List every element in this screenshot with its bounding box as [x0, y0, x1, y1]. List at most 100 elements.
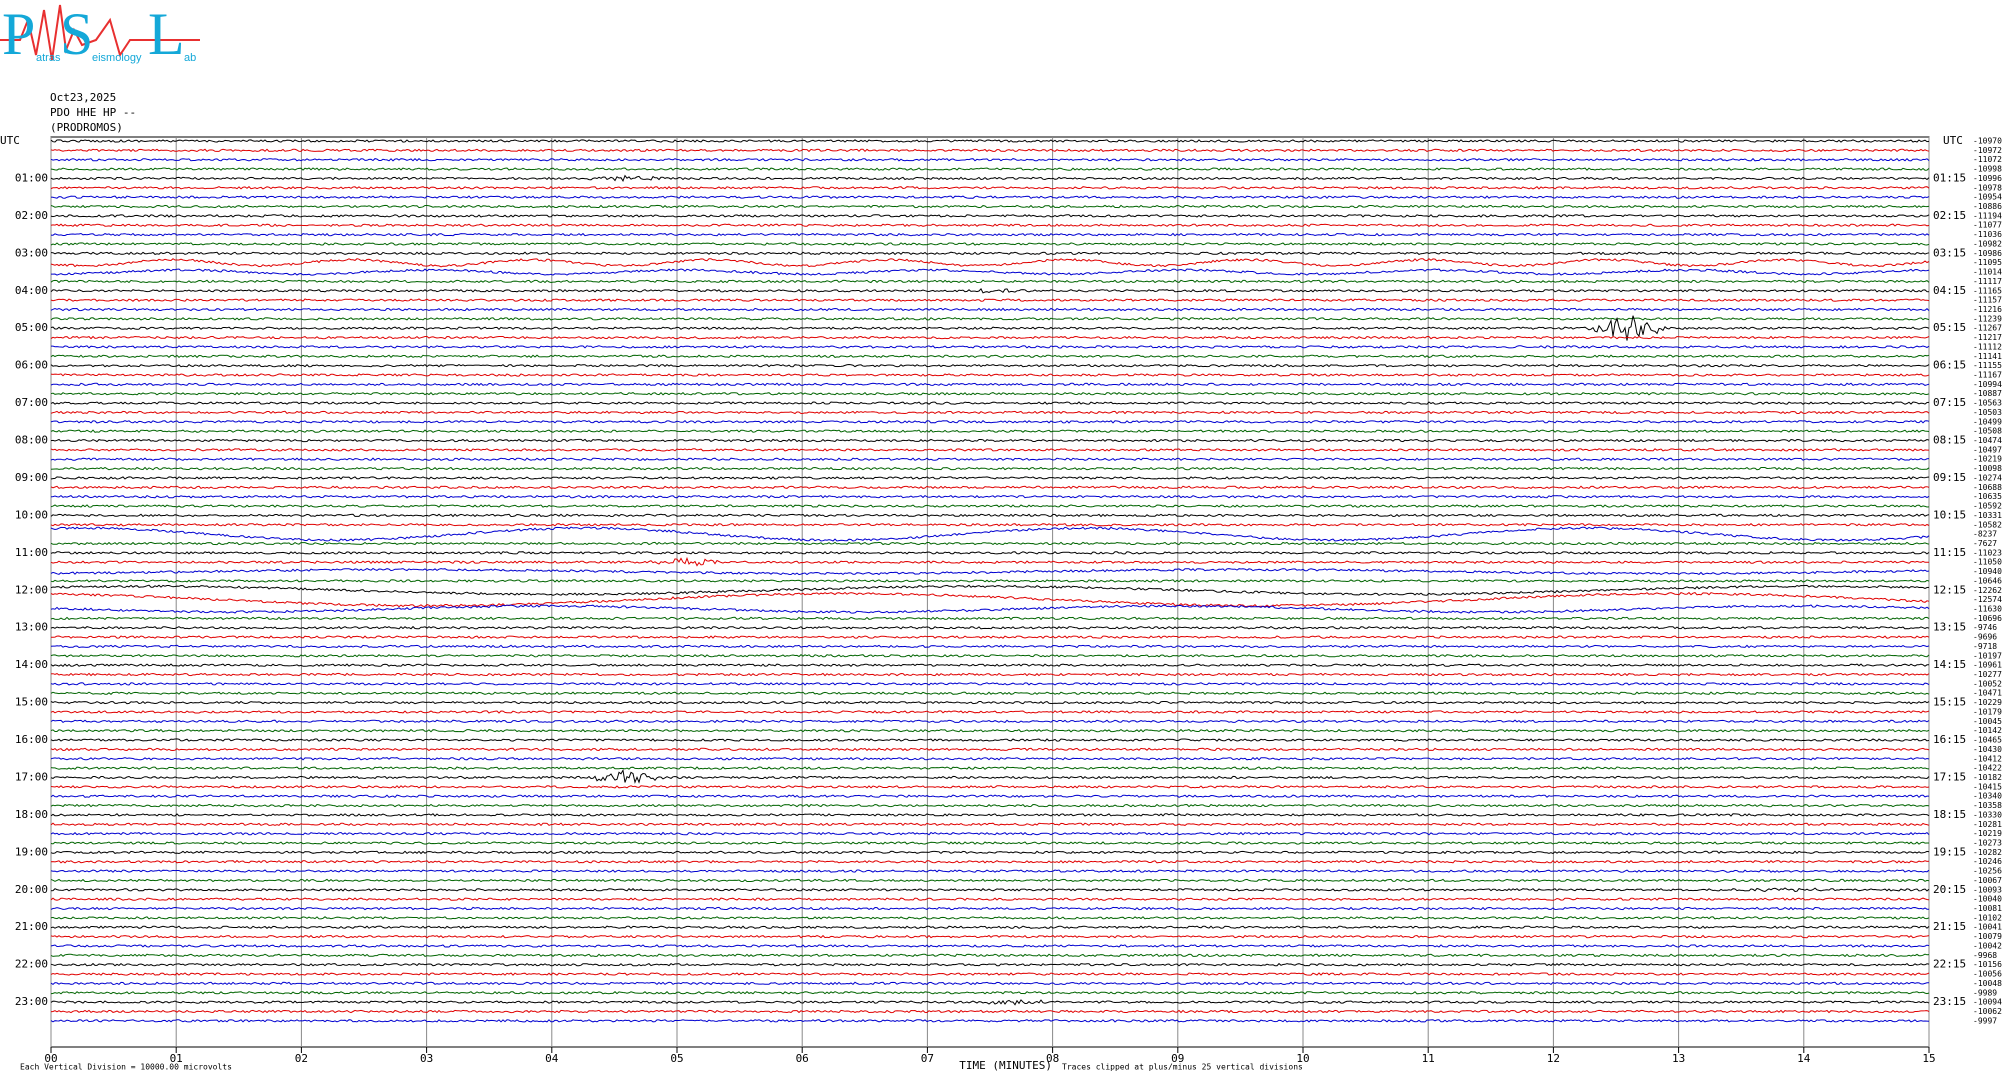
trace-offset: -11050: [1973, 558, 2002, 567]
trace-offset: -9989: [1973, 988, 1997, 997]
trace: [50, 391, 1930, 396]
trace-offset: -10182: [1973, 773, 2002, 782]
trace: [50, 354, 1930, 359]
x-tick-label: 09: [1171, 1052, 1184, 1065]
hour-label-right: 21:15: [1933, 920, 1966, 933]
x-tick-label: 11: [1422, 1052, 1435, 1065]
trace: [50, 887, 1930, 893]
trace: [50, 719, 1930, 724]
trace-offset: -10256: [1973, 867, 2002, 876]
trace-offset: -10246: [1973, 857, 2002, 866]
hour-label-right: 07:15: [1933, 396, 1966, 409]
trace-offset: -11167: [1973, 371, 2002, 380]
trace-offset: -10081: [1973, 904, 2002, 913]
x-tick-label: 10: [1296, 1052, 1309, 1065]
trace: [50, 279, 1930, 284]
trace: [50, 363, 1930, 368]
trace-offset: -10972: [1973, 146, 2002, 155]
logo-letter: S: [60, 1, 93, 67]
x-tick-label: 08: [1046, 1052, 1059, 1065]
trace-offset: -10986: [1973, 249, 2002, 258]
trace-offset: -10430: [1973, 745, 2002, 754]
trace: [50, 556, 1930, 567]
hour-label-right: 08:15: [1933, 434, 1966, 447]
trace-offset: -11267: [1973, 324, 2002, 333]
trace: [50, 654, 1930, 658]
x-tick-label: 14: [1797, 1052, 1811, 1065]
hour-label-right: 15:15: [1933, 696, 1966, 709]
logo-text: ab: [184, 52, 196, 64]
logo-text: atras: [36, 52, 61, 64]
trace-offset: -11117: [1973, 277, 2002, 286]
x-tick-label: 03: [420, 1052, 433, 1065]
date: Oct23,2025: [50, 91, 116, 104]
trace-offset: -10978: [1973, 183, 2002, 192]
trace-offset: -10474: [1973, 436, 2002, 445]
trace-offset: -10499: [1973, 417, 2002, 426]
trace: [50, 466, 1930, 471]
trace: [50, 768, 1930, 784]
trace-offset: -10635: [1973, 492, 2002, 501]
logo: P atras S eismology L ab: [0, 1, 200, 67]
trace: [50, 831, 1930, 836]
trace-offset: -11216: [1973, 305, 2002, 314]
trace: [50, 953, 1930, 958]
trace-offset: -11077: [1973, 221, 2002, 230]
trace: [50, 523, 1930, 527]
trace-offset: -7627: [1973, 539, 1997, 548]
trace: [50, 494, 1930, 499]
hour-label: 21:00: [15, 920, 48, 933]
trace-offset: -11217: [1973, 333, 2002, 342]
trace: [50, 410, 1930, 415]
trace-offset: -10048: [1973, 979, 2002, 988]
logo-wave: [0, 4, 200, 61]
trace-offset: -10281: [1973, 820, 2002, 829]
trace-offset: -11630: [1973, 605, 2002, 614]
channel: PDO HHE HP --: [50, 106, 136, 119]
trace-offset: -10563: [1973, 399, 2002, 408]
trace-offset: -10358: [1973, 801, 2002, 810]
trace-offset: -9696: [1973, 633, 1997, 642]
trace: [50, 672, 1930, 677]
trace: [50, 785, 1930, 789]
x-tick-label: 13: [1672, 1052, 1685, 1065]
x-tick-label: 01: [170, 1052, 183, 1065]
trace: [50, 157, 1930, 162]
trace-offset: -10142: [1973, 726, 2002, 735]
trace-offset: -11165: [1973, 286, 2002, 295]
trace: [50, 541, 1930, 546]
trace-offset: -9997: [1973, 1016, 1997, 1025]
trace-offset: -10045: [1973, 717, 2002, 726]
hour-label-right: 19:15: [1933, 845, 1966, 858]
trace-offset: -11023: [1973, 548, 2002, 557]
hour-label: 12:00: [15, 583, 48, 596]
trace-offset: -10886: [1973, 202, 2002, 211]
trace-offset: -12262: [1973, 586, 2002, 595]
trace-offset: -10940: [1973, 567, 2002, 576]
hour-label: 16:00: [15, 733, 48, 746]
trace-offset: -10219: [1973, 829, 2002, 838]
trace: [50, 944, 1930, 948]
trace-offset: -10040: [1973, 895, 2002, 904]
hour-label: 05:00: [15, 321, 48, 334]
trace: [50, 579, 1930, 583]
trace: [50, 288, 1930, 294]
hour-label-right: 18:15: [1933, 808, 1966, 821]
trace-offset: -10582: [1973, 520, 2002, 529]
trace: [50, 195, 1930, 199]
trace: [50, 382, 1930, 387]
hour-label: 04:00: [15, 284, 48, 297]
hour-label: 07:00: [15, 396, 48, 409]
trace: [50, 897, 1930, 901]
trace: [50, 625, 1930, 630]
trace: [50, 174, 1930, 183]
trace: [50, 591, 1930, 608]
trace-offset: -10098: [1973, 464, 2002, 473]
trace-offset: -10954: [1973, 193, 2002, 202]
x-axis-label: TIME (MINUTES): [959, 1059, 1052, 1072]
trace: [50, 859, 1930, 864]
hour-label-right: 04:15: [1933, 284, 1966, 297]
trace: [50, 214, 1930, 218]
trace-offset: -11141: [1973, 352, 2002, 361]
